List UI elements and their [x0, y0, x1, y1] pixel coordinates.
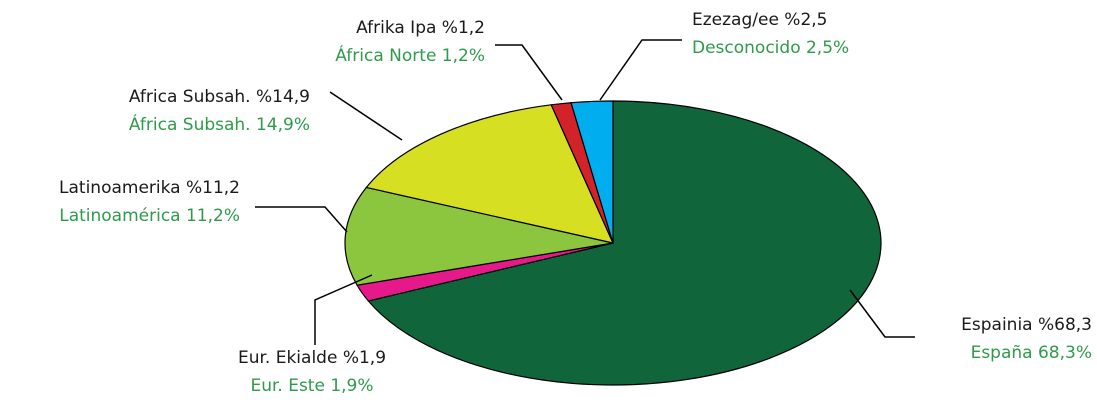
leader-line [314, 274, 373, 345]
leader-line [255, 206, 348, 233]
pie-slice [365, 104, 615, 244]
slice-label-es: África Subsah. 14,9% [129, 113, 310, 135]
pie-slice [570, 100, 614, 244]
slice-label-es: África Norte 1,2% [335, 44, 485, 66]
slice-label-es: Eur. Este 1,9% [250, 376, 373, 396]
slice-label-es: España 68,3% [971, 343, 1092, 363]
slice-label: Espainia %68,3 [961, 315, 1092, 335]
slice-label: Africa Subsah. %14,9 [129, 87, 310, 107]
pie-slice [344, 186, 614, 286]
slice-label-es: Latinoamérica 11,2% [59, 206, 240, 226]
slice-label: Latinoamerika %11,2 [59, 178, 240, 198]
leader-line [599, 39, 682, 101]
slice-label: Ezezag/ee %2,5 [692, 10, 828, 30]
pie-slice [367, 100, 882, 386]
leader-line [495, 44, 563, 101]
slice-label: Afrika Ipa %1,2 [356, 18, 485, 38]
leader-line [329, 91, 403, 141]
leader-line [849, 289, 915, 338]
slice-label: Eur. Ekialde %1,9 [238, 348, 386, 368]
slice-label-es: Desconocido 2,5% [692, 38, 849, 58]
